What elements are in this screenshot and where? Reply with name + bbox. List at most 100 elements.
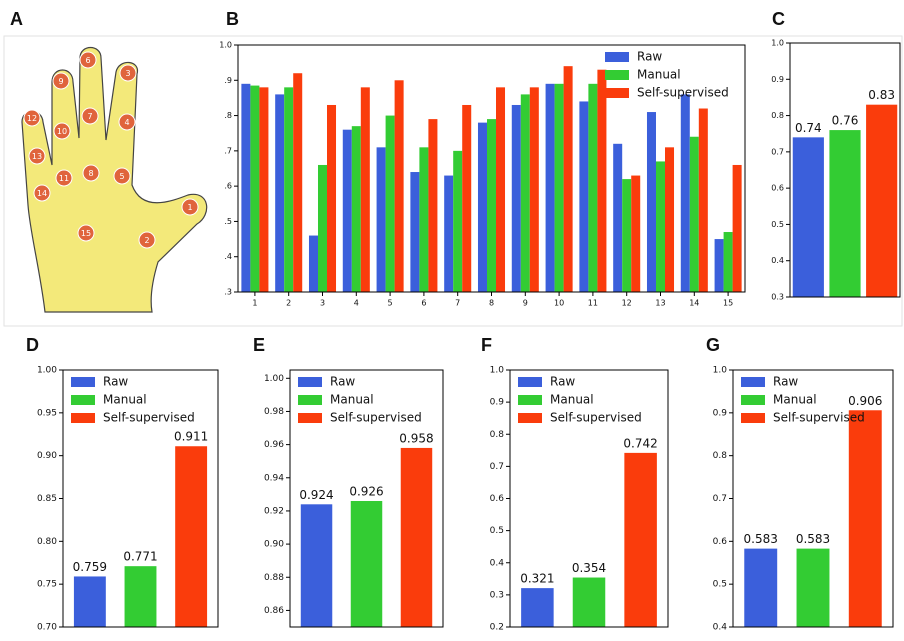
hand-outline [22,48,207,313]
x-tick-label: 15 [723,299,733,308]
x-tick-label: 4 [354,299,359,308]
region-label: 12 [27,114,37,123]
y-tick-label: 0.8 [771,111,784,120]
region-label: 3 [125,69,130,78]
bar [624,453,657,627]
bar [241,84,250,292]
legend-label: Manual [773,393,817,407]
y-tick-label: 0.5 [713,580,727,590]
data-label: 0.911 [174,430,208,444]
bar [318,165,327,292]
bar [275,94,284,292]
y-tick-label: 0.96 [264,440,284,450]
data-label: 0.354 [572,561,606,575]
panel-label: A [10,9,23,29]
bar [597,70,606,292]
bar [555,84,564,292]
legend-label: Self-supervised [103,411,195,425]
bar [530,87,539,292]
x-tick-label: 14 [689,299,699,308]
legend-label: Manual [550,393,594,407]
bar [613,144,622,292]
region-label: 4 [124,118,129,127]
bar [386,116,395,292]
y-tick-label: 0.8 [490,430,505,440]
legend-swatch [605,88,629,98]
bar [724,232,733,292]
data-label: 0.583 [744,532,778,546]
region-label: 14 [37,189,47,198]
y-tick-label: .4 [224,252,232,261]
data-label: 0.759 [73,560,107,574]
y-tick-label: 0.88 [264,573,284,583]
data-label: 0.906 [848,394,882,408]
region-label: 11 [59,174,69,183]
panel-label: D [26,335,39,355]
bar [419,147,428,292]
bar [284,87,293,292]
y-tick-label: 0.6 [490,494,505,504]
bar [656,161,665,292]
bar [622,179,631,292]
y-tick-label: 0.8 [713,451,728,461]
bar [715,239,724,292]
region-label: 7 [87,112,92,121]
panel-label: F [481,335,492,355]
bar [453,151,462,292]
bar [829,130,860,297]
y-tick-label: 0.85 [37,494,57,504]
y-tick-label: 0.7 [771,147,784,156]
region-label: 9 [58,77,63,86]
data-label: 0.583 [796,532,830,546]
x-tick-label: 1 [252,299,257,308]
y-tick-label: 0.5 [490,526,504,536]
region-label: 5 [119,172,124,181]
bar [546,84,555,292]
data-label: 0.926 [349,484,383,498]
x-tick-label: 10 [554,299,564,308]
y-tick-label: 0.92 [264,506,284,516]
bar [309,236,318,292]
bar [361,87,370,292]
figure: A 123456789101112131415 B.3.4.5.6.7.8.91… [0,0,904,641]
panel-label: B [226,9,239,29]
y-tick-label: .8 [224,111,232,120]
legend-swatch [298,413,322,423]
data-label: 0.958 [399,431,433,445]
y-tick-label: 0.9 [490,398,505,408]
legend-swatch [298,377,322,387]
legend-label: Manual [637,68,681,82]
x-tick-label: 12 [622,299,632,308]
y-tick-label: 0.4 [713,623,728,633]
legend-swatch [741,377,765,387]
data-label: 0.771 [123,550,157,564]
legend-label: Self-supervised [773,411,865,425]
bar [699,109,708,292]
data-label: 0.742 [623,436,657,450]
y-tick-label: 0.6 [771,184,784,193]
bar [175,446,207,627]
region-label: 6 [85,56,90,65]
x-tick-label: 6 [421,299,426,308]
legend-label: Raw [103,375,128,389]
panel-label: E [253,335,265,355]
bar [250,86,259,292]
bar [733,165,742,292]
legend-swatch [518,413,542,423]
y-tick-label: 0.9 [771,75,784,84]
legend-swatch [71,413,95,423]
y-tick-label: 0.7 [490,462,504,472]
legend-swatch [298,395,322,405]
bar [521,588,554,627]
bar [512,105,521,292]
legend-swatch [741,413,765,423]
x-tick-label: 7 [455,299,460,308]
legend-swatch [71,395,95,405]
x-tick-label: 5 [388,299,393,308]
y-tick-label: .7 [224,146,232,155]
y-tick-label: 0.70 [37,623,57,633]
data-label: 0.83 [868,88,895,102]
bar [428,119,437,292]
y-tick-label: .6 [224,182,232,191]
x-tick-label: 8 [489,299,494,308]
